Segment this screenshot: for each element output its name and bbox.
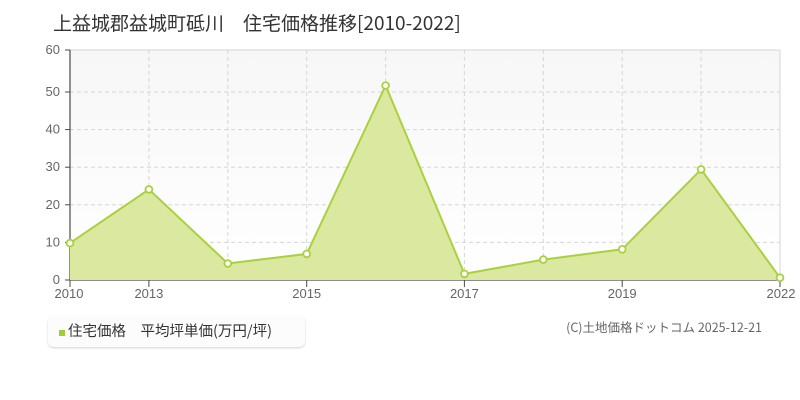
svg-text:60: 60 bbox=[46, 42, 60, 57]
svg-text:2015: 2015 bbox=[292, 286, 321, 301]
svg-text:2019: 2019 bbox=[608, 286, 637, 301]
svg-text:30: 30 bbox=[46, 159, 60, 174]
svg-text:20: 20 bbox=[46, 197, 60, 212]
svg-text:2013: 2013 bbox=[134, 286, 163, 301]
svg-text:2010: 2010 bbox=[55, 286, 84, 301]
svg-text:50: 50 bbox=[46, 84, 60, 99]
svg-text:2017: 2017 bbox=[450, 286, 479, 301]
svg-text:0: 0 bbox=[53, 272, 60, 287]
svg-text:40: 40 bbox=[46, 122, 60, 137]
svg-text:10: 10 bbox=[46, 234, 60, 249]
svg-text:2022: 2022 bbox=[767, 286, 796, 301]
